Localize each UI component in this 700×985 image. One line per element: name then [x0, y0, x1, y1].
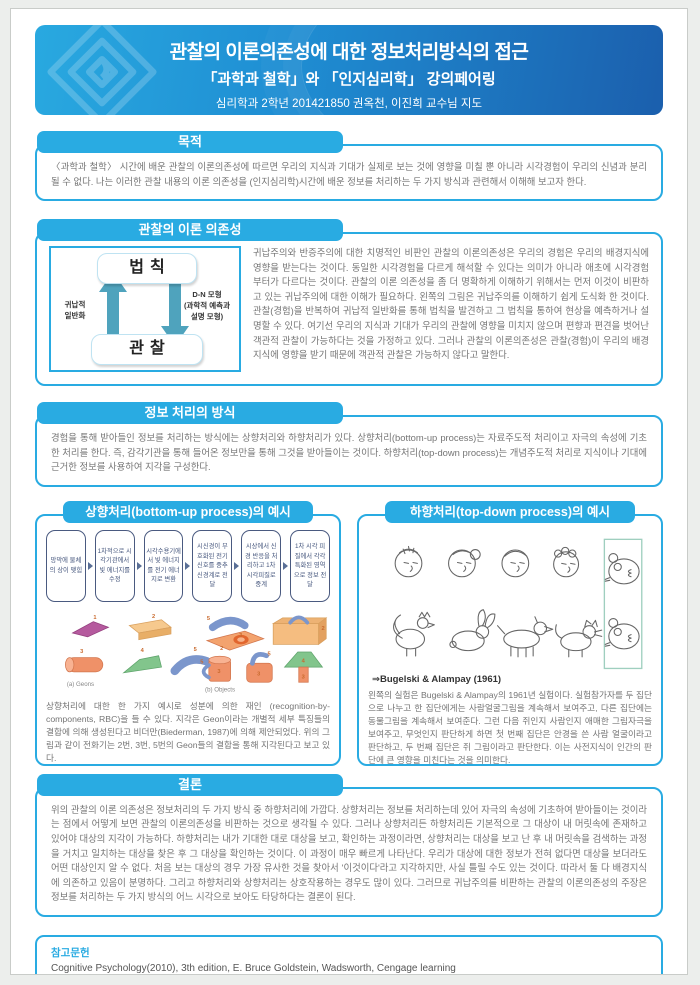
- top-down-body: 왼쪽의 실험은 Bugelski & Alampay의 1961년 실험이다. …: [368, 689, 652, 766]
- flow-arrow-icon: [87, 561, 93, 570]
- flow-step: 시상에서 신경 반응을 처리하고 1차 시각피질로 중계: [241, 529, 282, 602]
- svg-text:5: 5: [268, 652, 271, 658]
- references-box: 참고문헌 Cognitive Psychology(2010), 3th edi…: [35, 934, 663, 974]
- section-tab-theory: 관찰의 이론 의존성: [37, 219, 343, 242]
- ratman-experiment-figure: [393, 538, 643, 669]
- section-tab-top-down: 하향처리(top-down process)의 예시: [384, 500, 636, 523]
- section-tab-conclusion: 결론: [37, 773, 343, 796]
- down-arrow-icon: [161, 276, 189, 347]
- references-title: 참고문헌: [51, 946, 90, 959]
- svg-text:5: 5: [200, 659, 203, 665]
- conclusion-body: 위의 관찰의 이론 의존성은 정보처리의 두 가지 방식 중 하향처리에 가깝다…: [35, 786, 663, 917]
- flow-step: 1차 시각 피질에서 각각 특화된 영역으로 정보 전달: [290, 529, 330, 602]
- geons-figure: 1 2 3 4 5 (a) Geons: [65, 614, 328, 694]
- top-down-box: ⇒Bugelski & Alampay (1961) 왼쪽의 실험은 Bugel…: [357, 513, 663, 766]
- ajou-logo-icon: [47, 25, 157, 115]
- svg-text:5: 5: [194, 647, 197, 653]
- banner-decoration: [301, 25, 663, 115]
- svg-text:4: 4: [302, 658, 306, 664]
- svg-text:5: 5: [207, 616, 210, 622]
- byline: 심리학과 2학년 201421850 권옥천, 이진희 교수님 지도: [215, 98, 483, 110]
- section-processing: 정보 처리의 방식 경험을 통해 받아들인 정보를 처리하는 방식에는 상향처리…: [35, 402, 663, 487]
- law-node: 법칙: [97, 253, 197, 284]
- bottom-up-box: 망막에 물체의 상이 맺힘 1차적으로 시각기관에서 빛 에너지를 수정 시각수…: [35, 513, 341, 766]
- svg-text:3: 3: [217, 669, 220, 675]
- header-banner: 관찰의 이론의존성에 대한 정보처리방식의 접근 「과학과 철학」와 「인지심리…: [35, 25, 663, 115]
- section-tab-purpose: 목적: [37, 131, 343, 153]
- svg-text:3: 3: [239, 633, 242, 639]
- svg-text:2: 2: [220, 646, 223, 652]
- svg-text:2: 2: [152, 614, 155, 620]
- up-arrow-icon: [99, 272, 127, 345]
- processing-body: 경험을 통해 받아들인 정보를 처리하는 방식에는 상향처리와 하향처리가 있다…: [35, 415, 663, 487]
- flow-arrow-icon: [136, 561, 142, 570]
- svg-text:(b) Objects: (b) Objects: [205, 687, 235, 694]
- svg-text:2: 2: [321, 626, 324, 632]
- poster: 관찰의 이론의존성에 대한 정보처리방식의 접근 「과학과 철학」와 「인지심리…: [10, 8, 688, 975]
- page-title: 관찰의 이론의존성에 대한 정보처리방식의 접근: [169, 42, 529, 63]
- observation-node: 관찰: [91, 334, 203, 366]
- flow-step: 시각수용기에서 빛 에너지를 전기 에너지로 변환: [143, 529, 184, 602]
- flow-arrow-icon: [283, 561, 289, 570]
- panel-top-down: 하향처리(top-down process)의 예시: [357, 500, 663, 766]
- purpose-body: 〈과학과 철학〉 시간에 배운 관찰의 이론의존성에 따르면 우리의 지식과 기…: [35, 144, 663, 202]
- page-subtitle: 「과학과 철학」와 「인지심리학」 강의페어링: [202, 71, 496, 88]
- svg-text:3: 3: [302, 674, 305, 680]
- induction-diagram: 법칙 관찰 귀납적 일반화 D-N 모형 (과학적 예측과 설명 모형): [49, 246, 241, 373]
- svg-text:3: 3: [80, 649, 83, 655]
- svg-text:4: 4: [141, 648, 145, 654]
- theory-body: 귀납주의와 반증주의에 대한 치명적인 비판인 관찰의 이론의존성은 우리의 경…: [253, 247, 649, 361]
- section-purpose: 목적 〈과학과 철학〉 시간에 배운 관찰의 이론의존성에 따르면 우리의 지식…: [35, 131, 663, 202]
- visual-pathway-flowchart: 망막에 물체의 상이 맺힘 1차적으로 시각기관에서 빛 에너지를 수정 시각수…: [46, 529, 330, 602]
- svg-text:3: 3: [257, 672, 260, 678]
- references-body: Cognitive Psychology(2010), 3th edition,…: [51, 962, 456, 974]
- panel-bottom-up: 상향처리(bottom-up process)의 예시 망막에 물체의 상이 맺…: [35, 500, 341, 766]
- bottom-up-body: 상향처리에 대한 한 가지 예시로 성분에 의한 재인 (recognition…: [46, 700, 330, 764]
- section-tab-bottom-up: 상향처리(bottom-up process)의 예시: [62, 500, 314, 523]
- theory-box: 법칙 관찰 귀납적 일반화 D-N 모형 (과학적 예측과 설명 모형) 귀납주…: [35, 232, 663, 387]
- example-panels: 상향처리(bottom-up process)의 예시 망막에 물체의 상이 맺…: [35, 500, 663, 766]
- svg-text:(a) Geons: (a) Geons: [67, 681, 94, 688]
- section-theory-dependence: 관찰의 이론 의존성 법칙 관찰 귀납적 일반화 D-N 모형 (과학적 예측과…: [35, 219, 663, 387]
- flow-step: 망막에 물체의 상이 맺힘: [46, 529, 86, 602]
- section-tab-processing: 정보 처리의 방식: [37, 402, 343, 425]
- flow-arrow-icon: [234, 561, 240, 570]
- flow-arrow-icon: [185, 561, 191, 570]
- flow-step: 1차적으로 시각기관에서 빛 에너지를 수정: [94, 529, 135, 602]
- flow-step: 시신경이 부호화된 전기 신호를 중추 신경계로 전달: [192, 529, 233, 602]
- dn-model-label: D-N 모형 (과학적 예측과 설명 모형): [184, 290, 230, 321]
- section-conclusion: 결론 위의 관찰의 이론 의존성은 정보처리의 두 가지 방식 중 하향처리에 …: [35, 773, 663, 917]
- inductive-generalization-label: 귀납적 일반화: [64, 300, 86, 321]
- diagram-arrows: [99, 272, 189, 347]
- figure-caption: ⇒Bugelski & Alampay (1961): [372, 673, 502, 685]
- svg-text:1: 1: [93, 615, 96, 621]
